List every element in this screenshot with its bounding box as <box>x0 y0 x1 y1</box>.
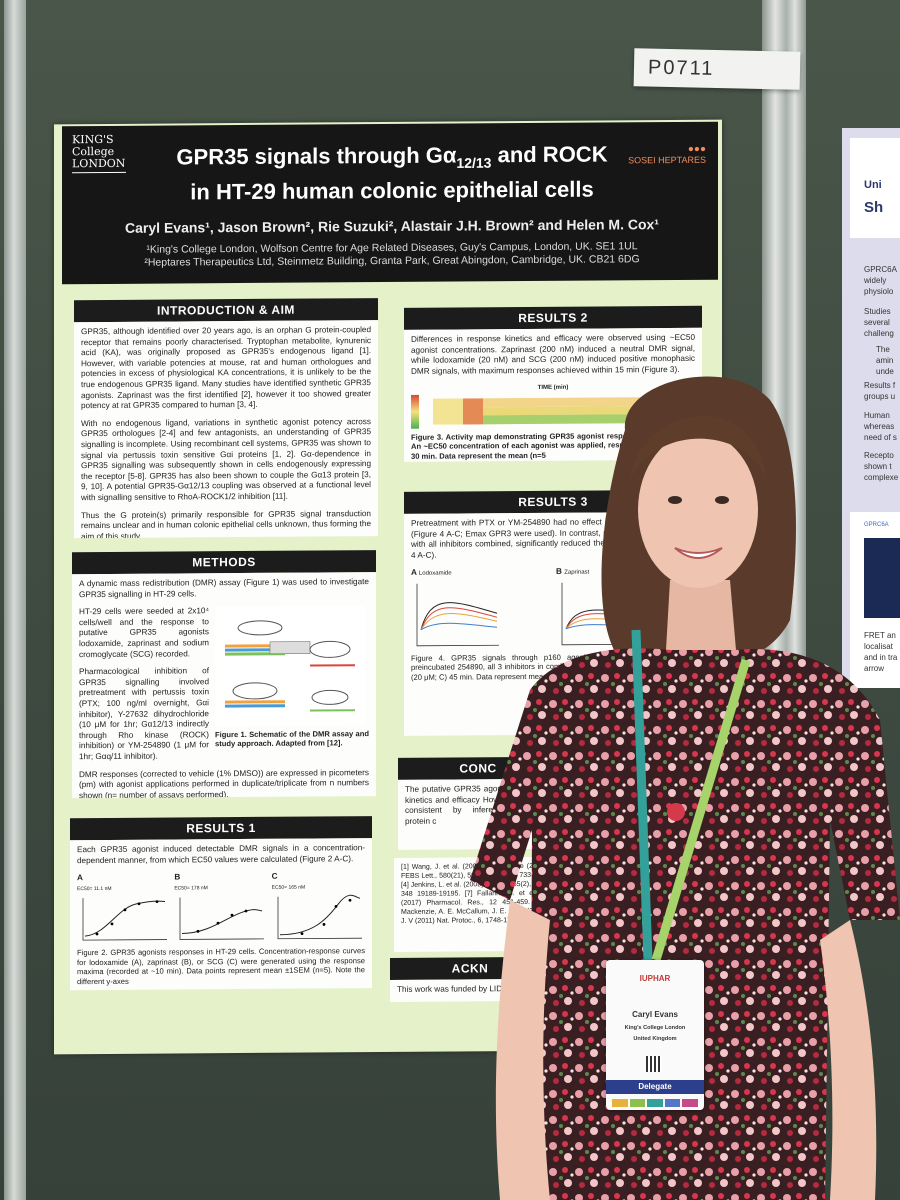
dmr-schematic <box>215 605 365 727</box>
methods-figure-caption: Figure 1. Schematic of the DMR assay and… <box>215 728 369 749</box>
presenter-person <box>470 376 900 1200</box>
results1-panel-b: B EC50= 178 nM <box>174 872 267 947</box>
results1-panel-a: A EC50= 11.1 nM <box>77 873 170 948</box>
board-pole-left <box>4 0 26 1200</box>
neighbouring-poster: Uni Sh GPRC6A widely physiolo Studies se… <box>842 128 900 688</box>
poster-title: GPR35 signals through Gα12/13 and ROCK i… <box>176 141 608 205</box>
intro-section: GPR35, although identified over 20 years… <box>74 320 378 539</box>
badge-event-logo: IUPHAR <box>639 974 671 983</box>
results1-section: Each GPR35 agonist induced detectable DM… <box>70 838 372 991</box>
kings-college-logo: KING'S College LONDON <box>72 133 126 174</box>
board-number-tag: P0711 <box>633 48 801 90</box>
intro-heading: INTRODUCTION & AIM <box>74 298 378 323</box>
delegate-badge: IUPHAR Caryl Evans King's College London… <box>606 960 704 1110</box>
results1-panel-c: C EC50= 165 nM <box>272 871 365 946</box>
poster-header: KING'S College LONDON ●●● SOSEI HEPTARES… <box>62 121 718 285</box>
badge-country: United Kingdom <box>633 1036 677 1042</box>
badge-day-strip <box>612 1099 698 1107</box>
results3-section: Pretreatment with PTX or YM-254890 had n… <box>404 511 702 736</box>
results2-heading: RESULTS 2 <box>404 305 702 330</box>
badge-role: Delegate <box>606 1080 704 1094</box>
badge-organisation: King's College London <box>624 1025 686 1031</box>
badge-qr-code <box>646 1056 662 1072</box>
results3-panel-a: A Lodoxamide <box>411 567 550 653</box>
methods-section: A dynamic mass redistribution (DMR) assa… <box>72 572 376 799</box>
methods-heading: METHODS <box>72 550 376 575</box>
poster-affiliations: ¹King's College London, Wolfson Centre f… <box>144 240 640 269</box>
results1-figure-caption: Figure 2. GPR35 agonists responses in HT… <box>77 946 365 986</box>
badge-name: Caryl Evans <box>632 1010 678 1019</box>
results1-heading: RESULTS 1 <box>70 816 372 841</box>
research-poster: KING'S College LONDON ●●● SOSEI HEPTARES… <box>54 119 722 1055</box>
poster-authors: Caryl Evans¹, Jason Brown², Rie Suzuki²,… <box>125 216 659 236</box>
